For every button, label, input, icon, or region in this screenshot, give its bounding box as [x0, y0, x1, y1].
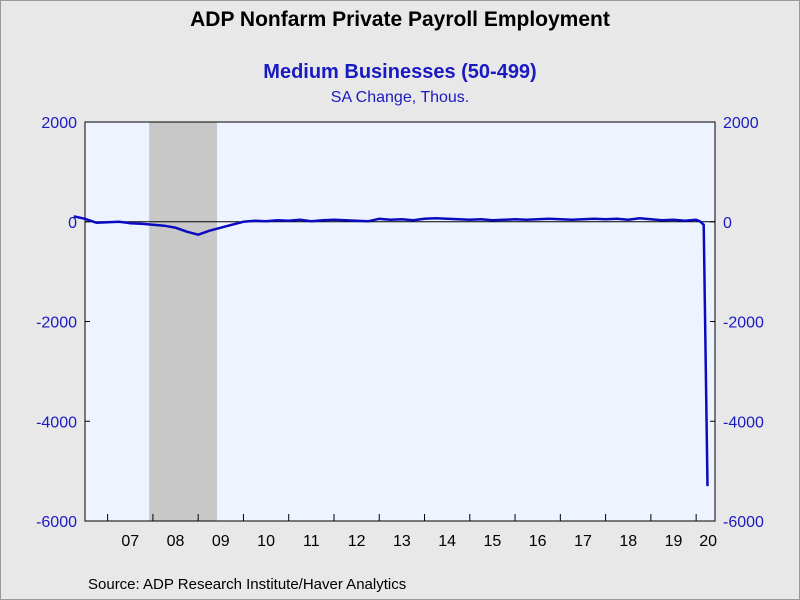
y-tick-label-right: -4000 [723, 414, 764, 431]
y-tick-label-left: 2000 [41, 115, 77, 132]
x-tick-label: 15 [484, 533, 502, 550]
x-tick-label: 18 [619, 533, 637, 550]
y-tick-label-left: -6000 [36, 514, 77, 531]
chart-units: SA Change, Thous. [330, 89, 470, 106]
x-tick-label: 07 [121, 533, 139, 550]
x-tick-label: 12 [348, 533, 366, 550]
x-tick-label: 20 [699, 533, 717, 550]
chart-title: ADP Nonfarm Private Payroll Employment [190, 8, 610, 31]
x-tick-label: 13 [393, 533, 411, 550]
x-tick-label: 11 [303, 533, 320, 550]
recession-band [149, 122, 218, 521]
x-tick-label: 09 [212, 533, 230, 550]
chart-subtitle: Medium Businesses (50-499) [263, 61, 537, 83]
source-note: Source: ADP Research Institute/Haver Ana… [88, 576, 407, 593]
y-tick-label-right: -6000 [723, 514, 764, 531]
y-tick-label-left: -2000 [36, 315, 77, 332]
y-tick-label-right: 2000 [723, 115, 759, 132]
y-tick-label-right: -2000 [723, 315, 764, 332]
x-tick-label: 14 [438, 533, 456, 550]
y-tick-label-left: 0 [68, 215, 77, 232]
y-tick-label-right: 0 [723, 215, 732, 232]
x-tick-label: 08 [167, 533, 185, 550]
x-tick-label: 17 [574, 533, 592, 550]
series-line [73, 215, 709, 487]
x-tick-label: 19 [665, 533, 683, 550]
x-tick-label: 10 [257, 533, 275, 550]
y-tick-label-left: -4000 [36, 414, 77, 431]
x-tick-label: 16 [529, 533, 547, 550]
